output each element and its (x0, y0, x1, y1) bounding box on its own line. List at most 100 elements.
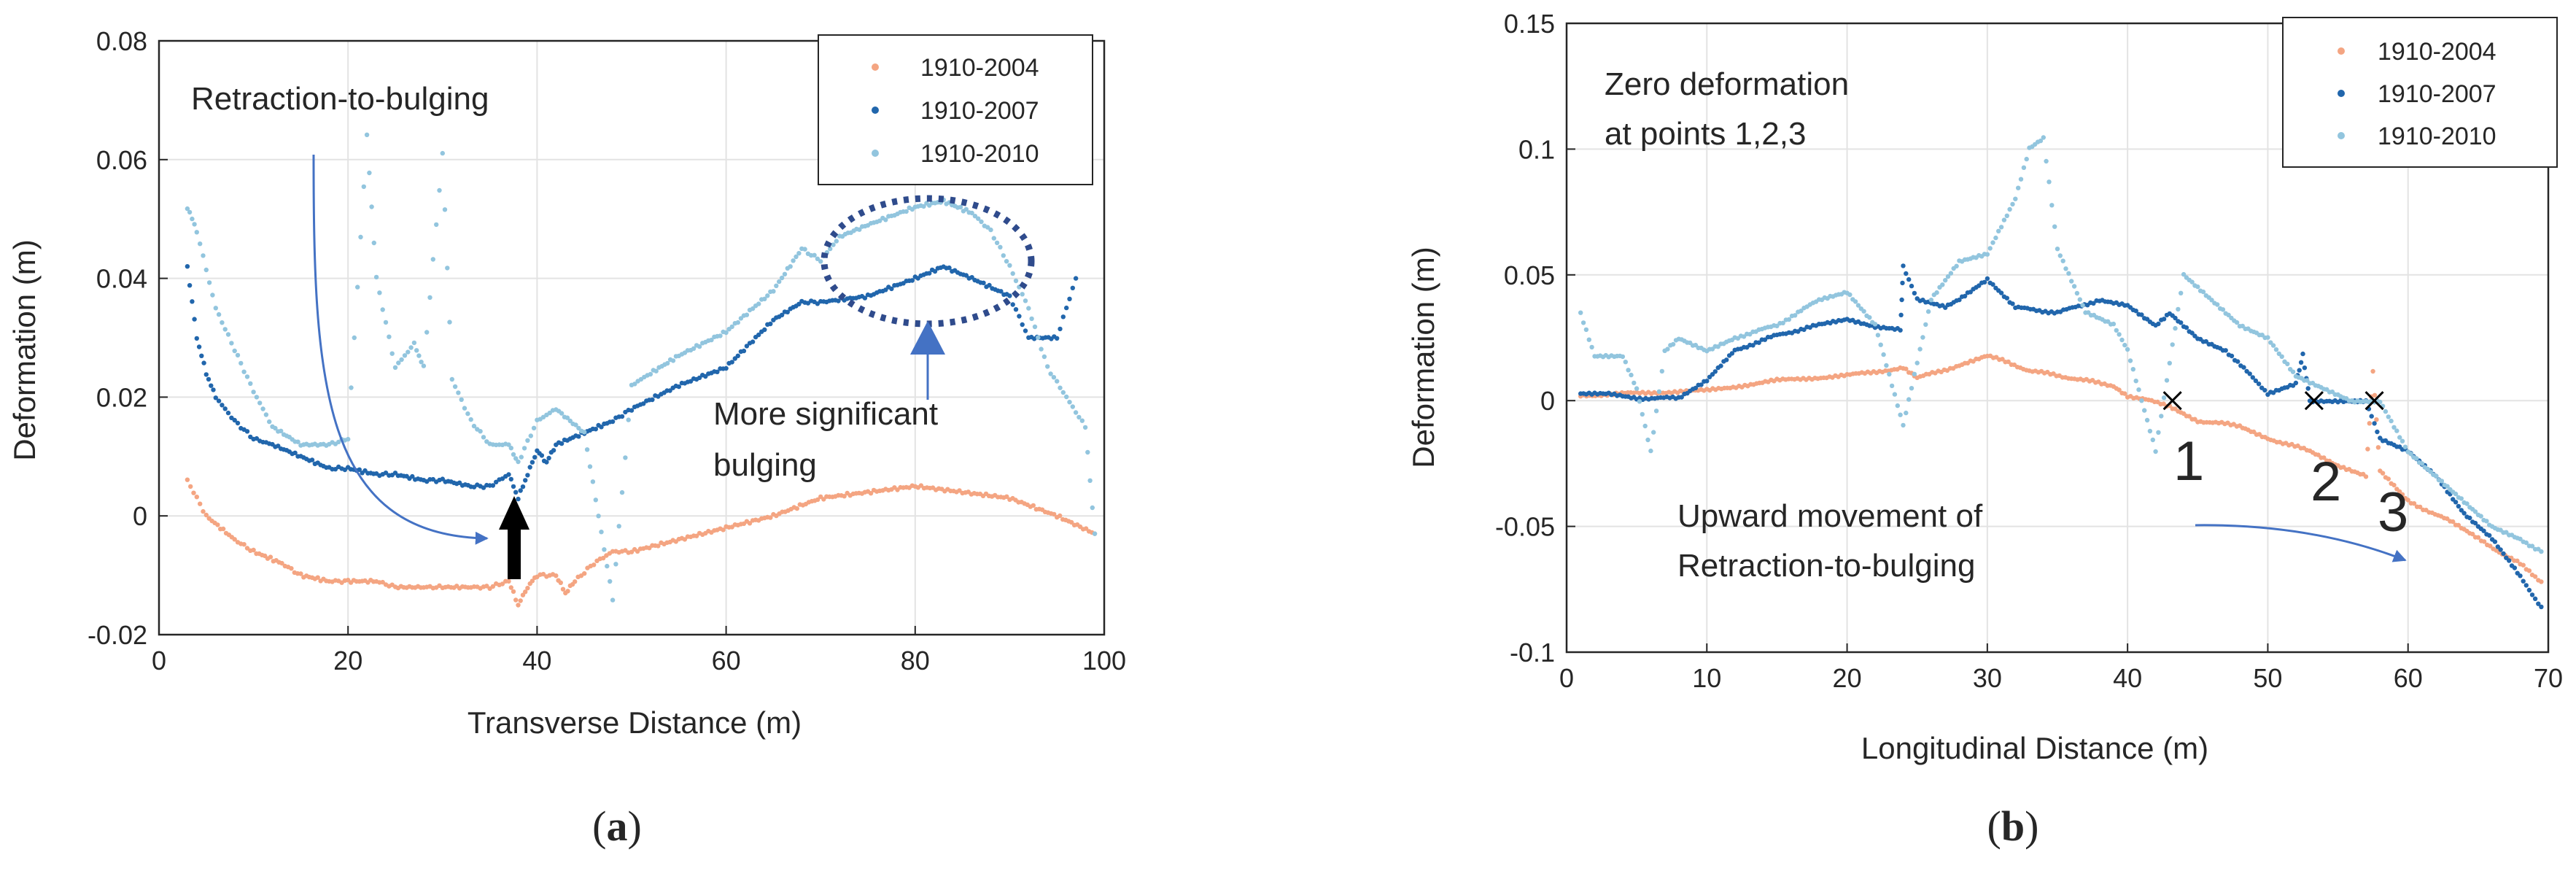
data-point (2419, 461, 2425, 466)
data-point (251, 390, 256, 395)
data-point (456, 390, 461, 395)
data-point (796, 301, 802, 306)
data-point (547, 410, 552, 416)
data-point (2016, 185, 2021, 190)
data-point (1629, 372, 1634, 378)
data-point (670, 358, 676, 363)
data-point (1586, 337, 1591, 342)
data-point (584, 447, 590, 452)
y-tick-label: 0.02 (96, 382, 147, 412)
data-point (346, 436, 351, 442)
data-point (527, 465, 532, 470)
data-point (610, 419, 616, 425)
panel-a-legend: 1910-2004 1910-2007 1910-2010 (818, 34, 1093, 185)
data-point (2044, 158, 2049, 164)
data-point (1017, 314, 1022, 319)
y-tick-label: 0.08 (96, 26, 147, 56)
data-point (506, 472, 511, 477)
data-point (889, 286, 894, 292)
data-point (2459, 496, 2464, 501)
x-tick-label: 10 (1692, 663, 1721, 693)
data-point (361, 184, 366, 190)
data-point (1881, 352, 1886, 357)
data-point (2521, 562, 2526, 568)
data-point (528, 433, 533, 438)
data-point (490, 584, 496, 589)
data-point (449, 376, 454, 382)
data-point (904, 209, 909, 214)
data-point (357, 467, 362, 472)
panel-a-bulging-circle (820, 195, 1035, 328)
data-point (828, 246, 833, 252)
panel-b-y-axis-label: Deformation (m) (1406, 247, 1440, 468)
data-point (2001, 217, 2007, 222)
data-point (2439, 479, 2445, 484)
panel-a-axes-frame (158, 39, 1106, 636)
data-point (1762, 337, 1768, 342)
data-point (958, 204, 963, 210)
data-point (518, 488, 523, 493)
data-point (500, 581, 505, 587)
data-point (1957, 297, 1962, 303)
data-point (2144, 417, 2150, 423)
data-point (213, 306, 218, 311)
data-point (440, 150, 445, 156)
data-point (2060, 258, 2065, 263)
y-tick-label: 0 (1540, 386, 1555, 416)
data-point (532, 454, 538, 460)
data-point (2526, 587, 2532, 593)
data-point (1082, 425, 1088, 430)
data-point (2389, 418, 2394, 424)
data-point (1651, 430, 1656, 435)
data-point (2501, 551, 2506, 557)
data-point (2041, 135, 2046, 140)
data-point (2021, 165, 2027, 170)
data-point (478, 429, 483, 434)
data-point (2047, 179, 2052, 185)
data-point (2038, 138, 2044, 144)
panel-a-y-axis-label: Deformation (m) (7, 239, 42, 460)
panel-a-legend-2010: 1910-2010 (920, 140, 1039, 168)
data-point (818, 259, 823, 264)
data-point (918, 483, 924, 488)
data-point (650, 397, 655, 403)
data-point (796, 251, 802, 256)
data-point (1993, 235, 1998, 241)
data-point (1895, 403, 1900, 409)
data-point (516, 603, 521, 608)
x-tick-label: 100 (1082, 646, 1126, 675)
data-point (729, 360, 734, 365)
data-point (2523, 540, 2529, 546)
data-point (523, 478, 528, 483)
data-point (1039, 347, 1044, 352)
data-point (355, 284, 360, 290)
data-point (1626, 368, 1631, 373)
data-point (2153, 449, 2158, 454)
data-point (2536, 601, 2541, 606)
data-point (1693, 385, 1699, 391)
data-point (2010, 201, 2015, 207)
data-point (2515, 558, 2520, 563)
data-point (1998, 225, 2004, 230)
data-point (1058, 513, 1063, 519)
data-point (756, 301, 761, 306)
panel-b-legend-marker-2007 (2338, 90, 2345, 97)
data-point (1642, 423, 1648, 429)
series-1910-2010 (1578, 135, 2544, 554)
data-point (2136, 387, 2141, 392)
data-point (2402, 444, 2408, 449)
data-point (192, 222, 197, 227)
data-point (1064, 305, 1069, 311)
panel-b-axes-frame (1565, 22, 2550, 654)
data-point (1645, 437, 1650, 443)
data-point (1067, 296, 1072, 301)
panel-b-legend-marker-2004 (2338, 47, 2345, 55)
data-point (2170, 342, 2175, 347)
data-point (2004, 213, 2009, 218)
data-point (309, 457, 315, 462)
data-point (2518, 573, 2523, 578)
data-point (2495, 544, 2500, 549)
data-point (188, 484, 193, 489)
data-point (452, 384, 458, 390)
